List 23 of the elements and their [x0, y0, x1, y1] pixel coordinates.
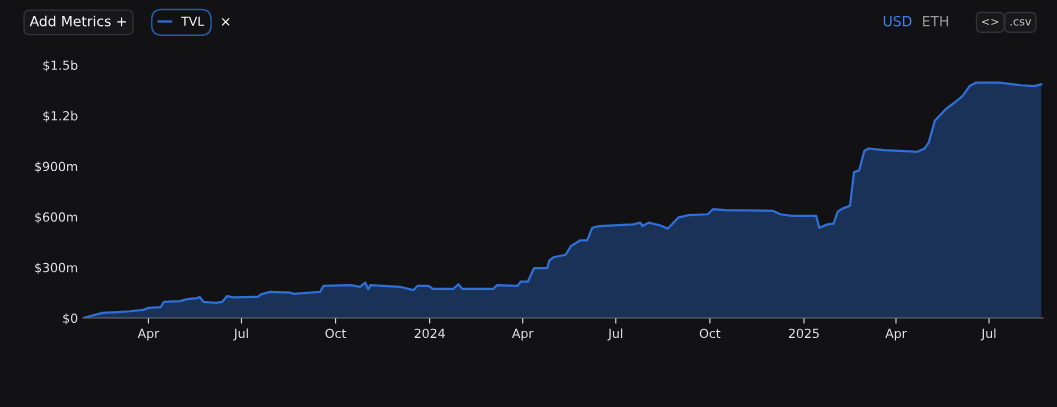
y-tick-label: $1.2b	[43, 110, 78, 123]
x-tick-label: 2025	[788, 328, 819, 339]
text: Add Metrics +	[29, 15, 126, 27]
x-tick-label: Apr	[137, 328, 160, 341]
y-tick-label: $1.5b	[43, 60, 78, 72]
x-tick-label: Jul	[233, 328, 248, 341]
y-tick-label: $900m	[35, 161, 78, 173]
y-tick-label: $300m	[35, 262, 78, 274]
text: USD	[883, 15, 912, 27]
y-tick-label: $0	[63, 313, 78, 325]
legend-label: TVL	[181, 16, 205, 26]
x-tick-label: 2024	[414, 328, 445, 339]
x-tick-label: Jul	[980, 328, 996, 341]
y-tick-label: $600m	[35, 212, 78, 224]
x-tick-label: Oct	[325, 328, 347, 339]
text: ×	[221, 17, 230, 26]
x-tick-label: Apr	[885, 328, 907, 341]
text: .csv	[1010, 19, 1032, 26]
x-tick-label: Apr	[512, 328, 534, 341]
text: ETH	[923, 16, 949, 27]
x-tick-label: Oct	[699, 328, 721, 339]
text: <>	[982, 18, 999, 25]
x-tick-label: Jul	[607, 328, 623, 341]
